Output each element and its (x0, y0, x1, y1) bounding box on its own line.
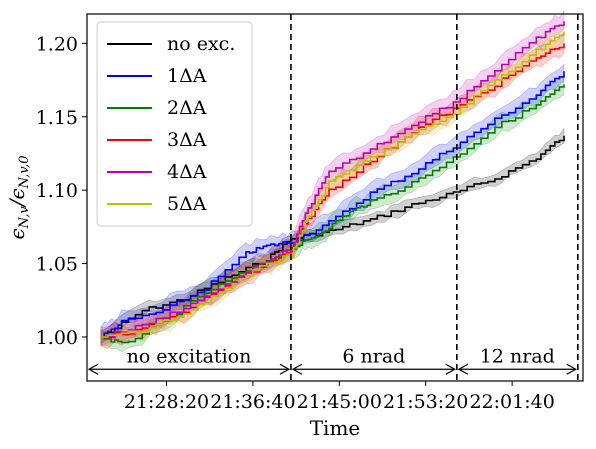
y-axis-label-slash: /ϵ (5, 188, 29, 208)
series-band-1 (100, 63, 565, 346)
phase-arrow-head-right-1 (445, 363, 457, 375)
phase-annotations: no excitation 6 nrad 12 nrad (87, 345, 578, 375)
series-line-4 (100, 21, 565, 338)
y-axis-label-main: ϵ (5, 228, 29, 239)
y-tick-label-3: 1.15 (36, 107, 78, 129)
y-axis-label-sub1: N,v (17, 206, 32, 230)
x-axis-label: Time (310, 416, 361, 440)
y-tick-label-0: 1.00 (36, 327, 78, 349)
y-axis-label: ϵN,v/ϵN,v,0 (5, 155, 32, 239)
y-ticks: 1.00 1.05 1.10 1.15 1.20 (36, 33, 87, 349)
series-band-0 (100, 127, 565, 345)
phase-arrow-head-right-0 (279, 363, 291, 375)
series-band-5 (100, 24, 565, 347)
legend-label-0: no exc. (167, 33, 235, 55)
x-tick-label-2: 21:45:00 (297, 391, 382, 413)
plot-frame (86, 13, 584, 382)
series-line-1 (100, 71, 565, 338)
phase-arrow-head-left-2 (457, 363, 469, 375)
phase-arrow-head-left-0 (87, 363, 99, 375)
x-tick-label-0: 21:28:20 (124, 391, 209, 413)
y-tick-label-4: 1.20 (36, 33, 78, 55)
phase-label-0: no excitation (127, 345, 252, 367)
series-line-5 (100, 31, 565, 338)
x-ticks: 21:28:20 21:36:40 21:45:00 21:53:20 22:01:40 (124, 381, 555, 413)
series-band-4 (100, 10, 565, 347)
x-tick-label-4: 22:01:40 (469, 391, 554, 413)
series-lines (100, 21, 565, 344)
phase-arrow-head-right-2 (566, 363, 578, 375)
legend-box (96, 21, 253, 227)
series-band-3 (100, 31, 565, 350)
confidence-bands (100, 10, 565, 352)
y-axis-label-sub2: N,v,0 (17, 155, 32, 189)
x-tick-label-1: 21:36:40 (210, 391, 295, 413)
legend-label-5: 5ΔA (167, 193, 207, 215)
phase-label-2: 12 nrad (480, 345, 555, 367)
legend-label-2: 2ΔA (167, 97, 207, 119)
legend-label-1: 1ΔA (167, 65, 207, 87)
y-tick-label-2: 1.10 (36, 180, 78, 202)
legend-label-4: 4ΔA (167, 161, 207, 183)
legend: no exc. 1ΔA 2ΔA 3ΔA 4ΔA 5ΔA (96, 21, 253, 227)
phase-arrow-head-left-1 (291, 363, 303, 375)
x-tick-label-3: 21:53:20 (383, 391, 468, 413)
y-tick-label-1: 1.05 (36, 254, 78, 276)
phase-boundaries (290, 14, 579, 381)
series-band-2 (100, 76, 565, 352)
phase-label-1: 6 nrad (342, 345, 405, 367)
legend-label-3: 3ΔA (167, 129, 207, 151)
